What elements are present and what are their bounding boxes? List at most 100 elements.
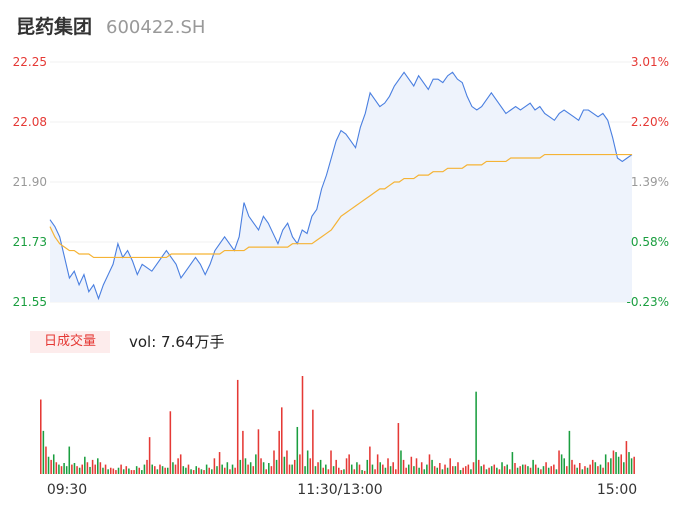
volume-bar <box>578 463 581 474</box>
volume-bar <box>371 464 374 474</box>
volume-bar <box>216 466 218 474</box>
volume-bar <box>426 464 428 474</box>
volume-bar <box>322 467 324 474</box>
volume-bar <box>566 466 568 474</box>
volume-bar <box>68 446 71 474</box>
volume-bar <box>540 469 542 474</box>
price-tick-3: 21.73 <box>13 235 47 249</box>
volume-bar <box>483 464 485 474</box>
volume-bar <box>604 454 607 474</box>
volume-bar <box>213 458 216 474</box>
volume-bar <box>527 466 529 474</box>
volume-bar <box>301 376 304 474</box>
volume-bar <box>490 466 493 474</box>
volume-bar <box>407 464 410 474</box>
volume-bar <box>63 463 65 474</box>
volume-bar <box>71 464 73 474</box>
volume-bar <box>190 469 192 474</box>
volume-bar <box>477 459 480 474</box>
volume-bar <box>382 464 384 474</box>
volume-bar <box>97 458 99 474</box>
avg-series-line <box>49 153 632 259</box>
volume-bar <box>275 459 278 474</box>
price-area-fill <box>50 72 632 302</box>
volume-bar <box>555 469 558 474</box>
volume-bar <box>325 464 327 474</box>
volume-bar <box>112 468 115 474</box>
volume-bar <box>104 464 107 474</box>
volume-bar <box>239 459 242 474</box>
volume-bar <box>343 469 345 474</box>
volume-bar <box>340 470 343 474</box>
volume-bar <box>501 462 503 474</box>
volume-bar <box>444 464 446 474</box>
volume-bar <box>576 467 578 474</box>
volume-bar <box>415 458 418 474</box>
volume-bar <box>252 466 255 474</box>
volume-bar <box>400 450 402 474</box>
volume-bar <box>65 466 68 474</box>
volume-bar <box>597 466 599 474</box>
volume-bar <box>519 466 521 474</box>
volume-bar <box>262 462 265 474</box>
volume-bar <box>143 464 146 474</box>
title-row: 昆药集团 600422.SH <box>16 12 205 40</box>
volume-bar <box>607 462 610 474</box>
volume-bar <box>211 469 213 474</box>
pct-tick-1: 2.20% <box>631 115 669 129</box>
volume-bar <box>234 467 236 474</box>
volume-bar <box>514 463 516 474</box>
volume-bar <box>529 467 532 474</box>
volume-bar <box>423 469 426 474</box>
volume-bar <box>625 441 628 474</box>
volume-bar <box>86 462 89 474</box>
volume-bar <box>454 466 457 474</box>
volume-bar <box>433 466 436 474</box>
volume-bar <box>81 464 84 474</box>
volume-bar <box>293 459 296 474</box>
volume-bar <box>107 469 109 474</box>
volume-bar <box>122 469 125 474</box>
volume-bar <box>117 467 120 474</box>
volume-bar <box>503 466 506 474</box>
volume-bar <box>174 464 177 474</box>
volume-bar <box>568 430 571 474</box>
volume-bar <box>457 462 459 474</box>
volume-bar <box>319 459 322 474</box>
volume-bar <box>436 467 439 474</box>
volume-bar <box>208 467 210 474</box>
volume-bar <box>615 452 617 474</box>
volume-bar <box>439 463 441 474</box>
volume-bar <box>376 454 379 474</box>
volume-bar <box>332 466 335 474</box>
volume-bar <box>42 430 45 474</box>
volume-bar <box>547 467 550 474</box>
volume-bar <box>571 459 573 474</box>
volume-bar <box>361 470 363 474</box>
volume-bar <box>161 466 164 474</box>
volume-bar <box>599 464 602 474</box>
volume-bar <box>255 454 257 474</box>
volume-bar <box>338 467 340 474</box>
volume-bar <box>185 467 187 474</box>
volume-bar <box>358 464 361 474</box>
volume-bar <box>133 470 135 474</box>
volume-bar <box>586 467 589 474</box>
volume-bar <box>418 467 420 474</box>
volume-bar <box>345 458 348 474</box>
volume-bar <box>154 466 156 474</box>
volume-bar <box>94 464 96 474</box>
volume-bar <box>45 446 47 474</box>
volume-bar <box>405 467 407 474</box>
volume-bar <box>50 459 52 474</box>
volume-bar <box>573 464 576 474</box>
volume-bar <box>249 462 252 474</box>
time-tick-open: 09:30 <box>47 482 87 498</box>
volume-bar <box>330 450 332 474</box>
daily-volume-badge[interactable]: 日成交量 <box>30 331 110 353</box>
volume-bar <box>172 462 174 474</box>
pct-tick-0: 3.01% <box>631 55 669 69</box>
volume-bar <box>553 464 555 474</box>
volume-bar <box>534 464 537 474</box>
volume-bar <box>159 464 161 474</box>
